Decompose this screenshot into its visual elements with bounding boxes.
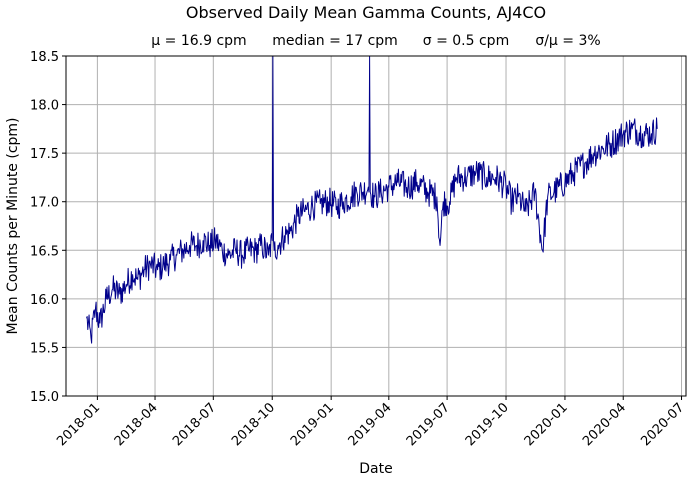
- x-tick-label: 2019-01: [288, 400, 337, 449]
- plot-frame: [65, 55, 687, 397]
- x-tick-label: 2019-07: [404, 400, 453, 449]
- y-tick-label: 18.5: [30, 50, 59, 65]
- stat-std: σ = 0.5 cpm: [423, 33, 509, 49]
- chart-title: Observed Daily Mean Gamma Counts, AJ4CO: [186, 3, 546, 22]
- x-tick-label: 2019-10: [463, 400, 512, 449]
- y-axis-label: Mean Counts per Minute (cpm): [5, 117, 21, 334]
- stat-median: median = 17 cpm: [272, 33, 398, 49]
- x-axis-label: Date: [359, 461, 392, 477]
- grid: [66, 55, 686, 397]
- y-ticks: 15.0 15.5 16.0 16.5 17.0 17.5 18.0 18.5: [30, 50, 66, 405]
- y-tick-label: 16.0: [30, 293, 59, 308]
- y-tick-label: 17.5: [30, 147, 59, 162]
- x-tick-label: 2019-04: [346, 400, 395, 449]
- y-tick-label: 18.0: [30, 99, 59, 114]
- y-tick-label: 15.5: [30, 341, 59, 356]
- y-tick-label: 15.0: [30, 390, 59, 405]
- x-tick-label: 2020-07: [638, 400, 687, 449]
- stat-cv: σ/μ = 3%: [535, 33, 600, 49]
- series-line: [86, 55, 658, 344]
- x-tick-label: 2018-10: [229, 400, 278, 449]
- x-ticks: 2018-01 2018-04 2018-07 2018-10 2019-01 2019-…: [54, 396, 687, 449]
- series-layer: [86, 55, 658, 344]
- x-tick-label: 2020-01: [522, 400, 571, 449]
- y-tick-label: 17.0: [30, 196, 59, 211]
- stat-mean: μ = 16.9 cpm: [151, 33, 246, 49]
- y-tick-label: 16.5: [30, 244, 59, 259]
- x-tick-label: 2018-01: [54, 400, 103, 449]
- x-tick-label: 2018-07: [170, 400, 219, 449]
- x-tick-label: 2020-04: [580, 400, 629, 449]
- x-tick-label: 2018-04: [112, 400, 161, 449]
